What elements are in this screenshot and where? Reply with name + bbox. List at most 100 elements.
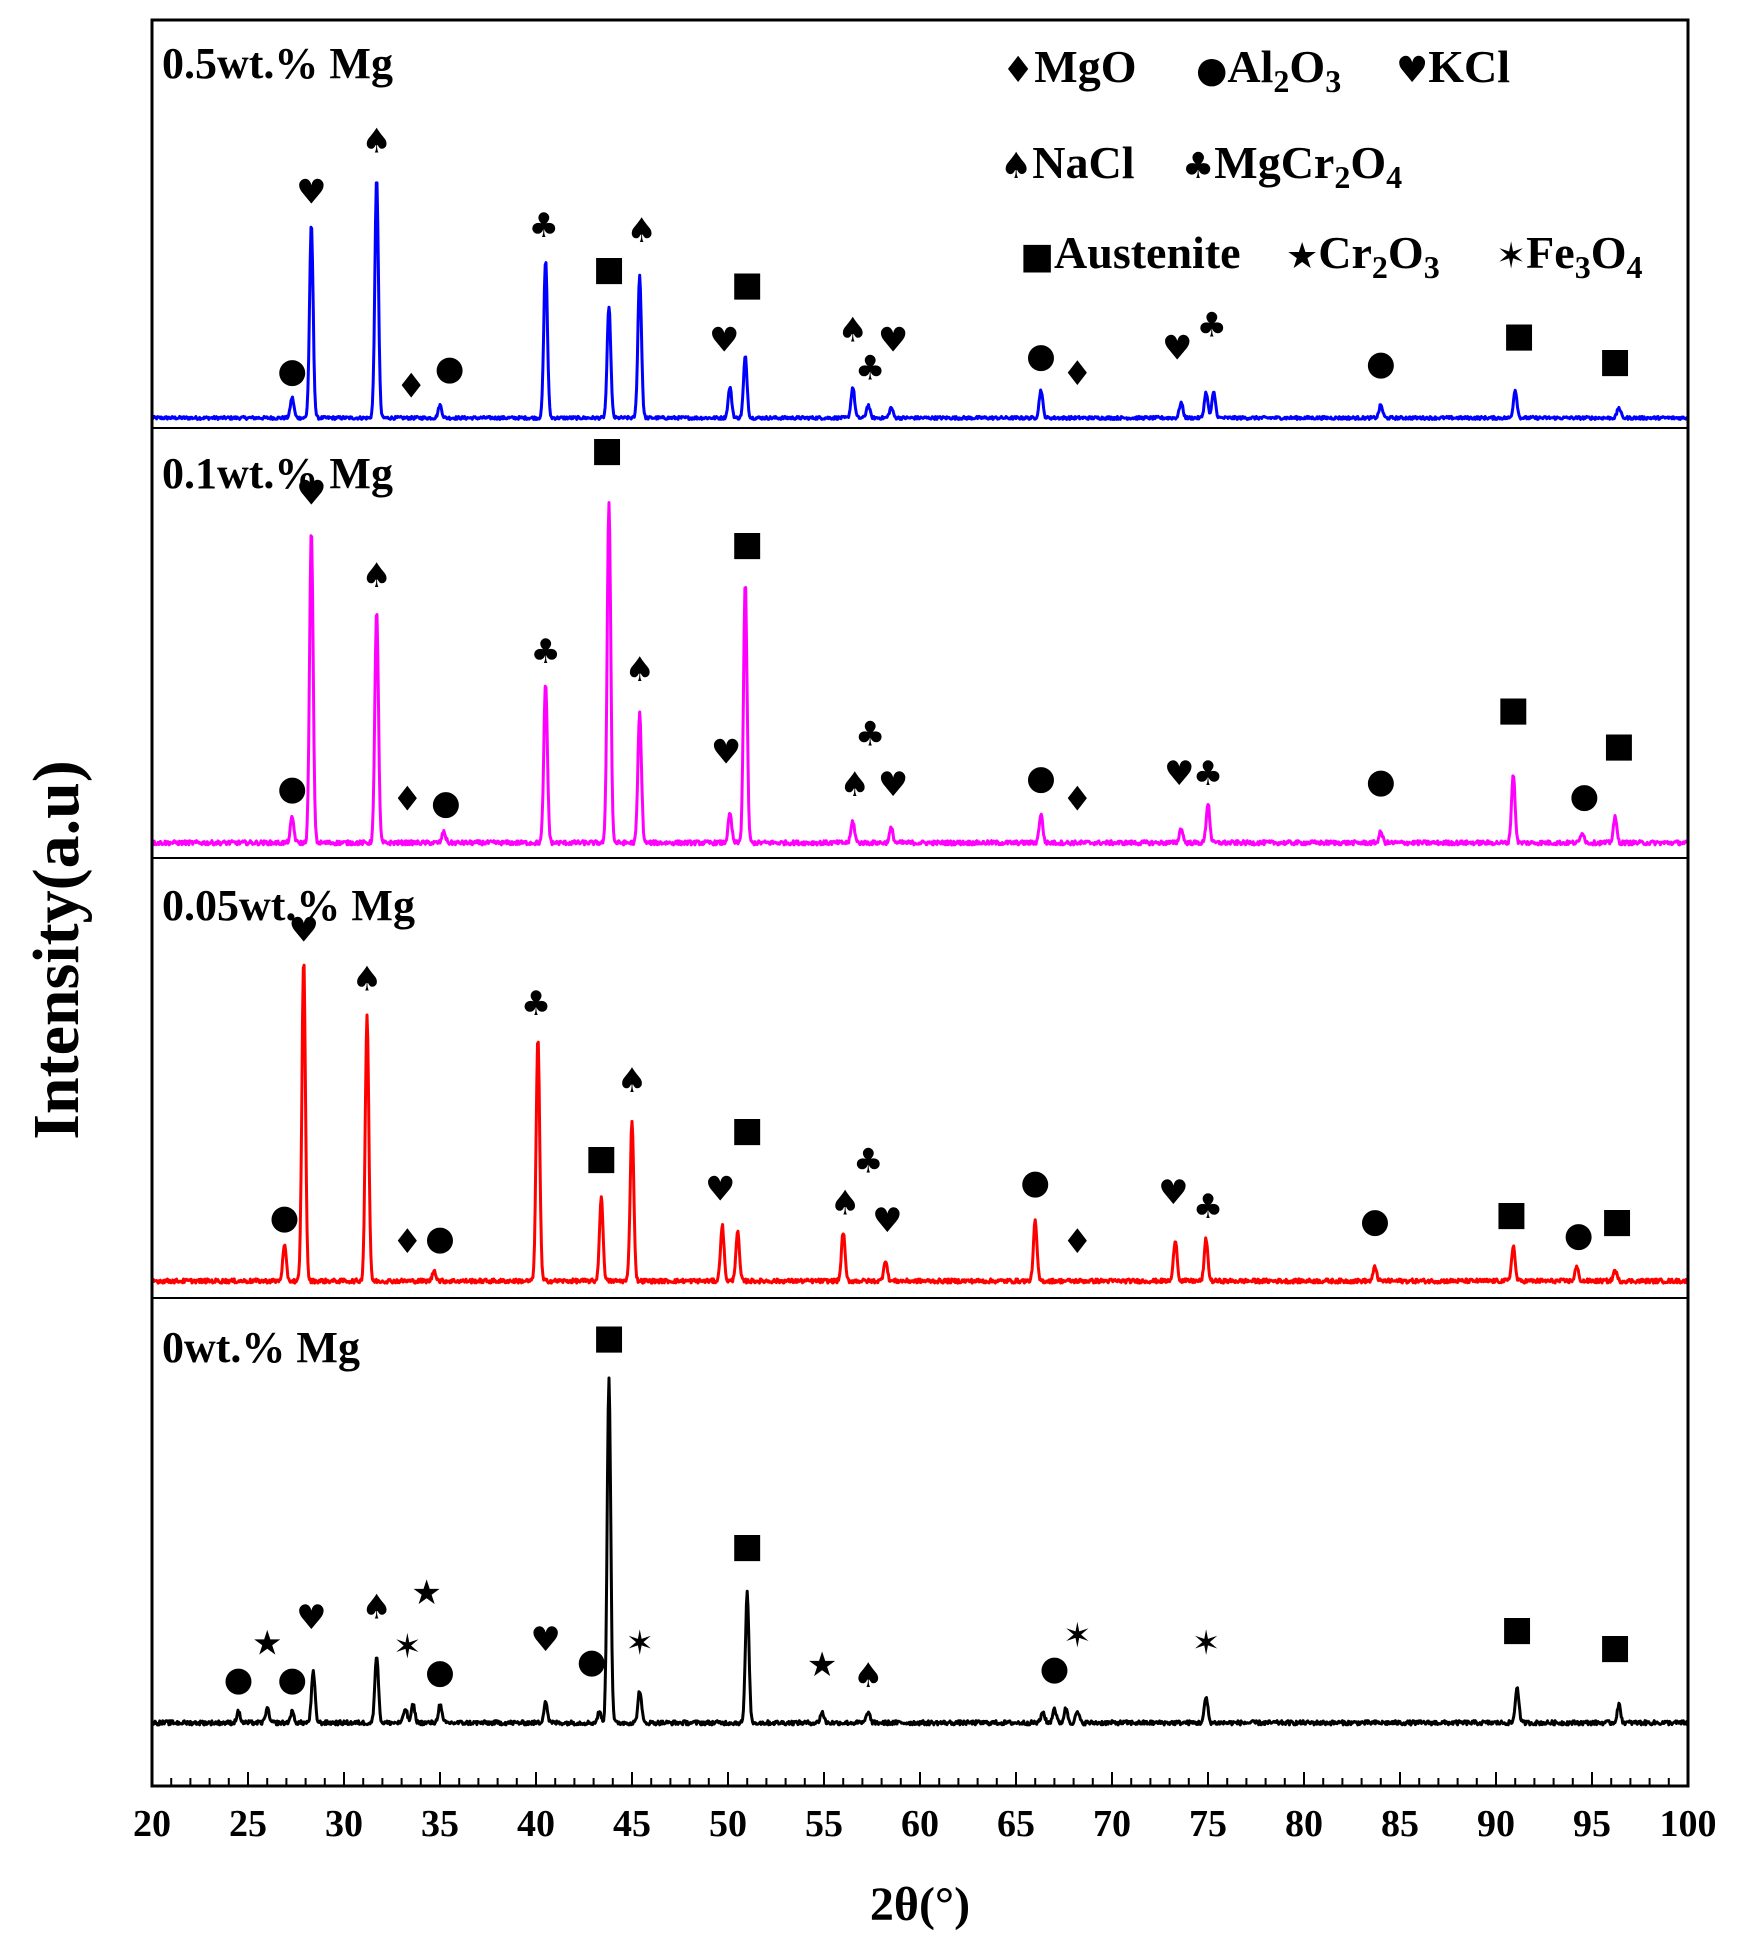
peak-marker: ♦ bbox=[392, 779, 422, 819]
peak-marker: ✶ bbox=[625, 1623, 654, 1663]
legend-subscript: 3 bbox=[1325, 63, 1341, 99]
x-tick-label: 40 bbox=[517, 1803, 555, 1845]
peak-marker: ♠ bbox=[853, 1656, 883, 1696]
legend-label-mid: O bbox=[1591, 227, 1627, 278]
peak-marker: ■ bbox=[731, 265, 763, 305]
legend-label: MgO bbox=[1034, 41, 1136, 92]
peak-marker: ♠ bbox=[839, 765, 869, 805]
legend-entry: ★Cr2O3 bbox=[1286, 227, 1440, 285]
legend-subscript: 3 bbox=[1575, 249, 1591, 285]
peak-marker: ■ bbox=[1503, 316, 1535, 356]
peak-marker: ● bbox=[277, 769, 307, 809]
peak-marker: ★ bbox=[252, 1623, 282, 1663]
legend-label-mid: O bbox=[1350, 137, 1386, 188]
peak-marker: ● bbox=[1366, 344, 1396, 384]
peak-marker: ● bbox=[577, 1641, 607, 1681]
legend-symbol: ♠ bbox=[1000, 146, 1032, 187]
peak-marker: ♠ bbox=[361, 556, 391, 596]
legend-subscript: 2 bbox=[1372, 249, 1388, 285]
peak-marker: ♥ bbox=[705, 1170, 735, 1210]
peak-marker: ● bbox=[425, 1219, 455, 1259]
peak-marker: ✶ bbox=[1063, 1616, 1092, 1656]
legend-entry: ●Al2O3 bbox=[1196, 41, 1341, 99]
x-tick-label: 75 bbox=[1189, 1803, 1227, 1845]
peak-marker: ● bbox=[277, 351, 307, 391]
series-line-1 bbox=[151, 501, 1690, 847]
peak-marker: ● bbox=[435, 349, 465, 389]
legend-subscript: 2 bbox=[1334, 159, 1350, 195]
peak-marker: ♥ bbox=[530, 1620, 560, 1660]
legend-entry: ♣MgCr2O4 bbox=[1182, 137, 1402, 195]
peak-marker: ♣ bbox=[853, 1142, 883, 1182]
x-tick-label: 45 bbox=[613, 1803, 651, 1845]
peak-marker: ■ bbox=[591, 430, 623, 470]
peak-marker: ✶ bbox=[393, 1627, 422, 1667]
peak-marker: ♣ bbox=[530, 632, 560, 672]
peak-marker: ♣ bbox=[521, 984, 551, 1024]
legend-subscript: 2 bbox=[1273, 63, 1289, 99]
peak-marker: ♠ bbox=[626, 211, 656, 251]
peak-marker: ♠ bbox=[361, 1587, 391, 1627]
legend-symbol: ● bbox=[1196, 50, 1227, 91]
x-axis: 20 25 30 35 40 45 50 55 60 65 70 75 80 85 90 95 100 bbox=[133, 1772, 1717, 1845]
peak-marker: ● bbox=[1360, 1201, 1390, 1241]
peak-marker: ♣ bbox=[1193, 754, 1223, 794]
series-label-1: 0.1wt.% Mg bbox=[162, 449, 393, 498]
peak-marker: ● bbox=[1026, 758, 1056, 798]
peak-marker: ● bbox=[1026, 336, 1056, 376]
peak-marker: ♦ bbox=[392, 1222, 422, 1262]
peak-marker: ♥ bbox=[288, 911, 318, 951]
peak-marker: ■ bbox=[731, 524, 763, 564]
series-label-0: 0.5wt.% Mg bbox=[162, 39, 393, 88]
legend-symbol: ★ bbox=[1286, 236, 1318, 277]
peak-marker: ♣ bbox=[1197, 305, 1227, 345]
peak-marker: ■ bbox=[1495, 1194, 1527, 1234]
peak-marker: ● bbox=[1020, 1163, 1050, 1203]
peak-marker: ■ bbox=[1599, 1627, 1631, 1667]
peak-marker: ● bbox=[1366, 761, 1396, 801]
legend-symbol: ♥ bbox=[1396, 50, 1428, 91]
peak-marker: ■ bbox=[1599, 341, 1631, 381]
peak-marker: ● bbox=[1569, 776, 1599, 816]
peak-marker: ■ bbox=[731, 1110, 763, 1150]
peak-markers: ●♥♠♦ ●♣■♠♥■♠♣♥ ● ♦♥♣●■■●♥♠♦ ●♣■♠♥■♠♣♥ ●♦♥♣ ●■●… bbox=[224, 122, 1635, 1700]
legend-label: Fe bbox=[1526, 227, 1575, 278]
legend-subscript: 3 bbox=[1424, 249, 1440, 285]
x-tick-label: 35 bbox=[421, 1803, 459, 1845]
series-line-3 bbox=[150, 1376, 1690, 1727]
legend-label: MgCr bbox=[1214, 137, 1334, 188]
peak-marker: ● bbox=[1564, 1215, 1594, 1255]
peak-marker: ■ bbox=[1501, 1609, 1533, 1649]
peak-marker: ★ bbox=[807, 1645, 837, 1685]
peak-marker: ♠ bbox=[352, 960, 382, 1000]
peak-marker: ■ bbox=[731, 1526, 763, 1566]
peak-marker: ♦ bbox=[396, 367, 426, 407]
legend-entry: ♠NaCl bbox=[1000, 137, 1135, 188]
x-axis-label: 2θ(°) bbox=[870, 1878, 970, 1931]
peak-marker: ● bbox=[431, 783, 461, 823]
peak-marker: ♠ bbox=[838, 310, 868, 350]
peak-marker: ♠ bbox=[624, 650, 654, 690]
peak-marker: ♥ bbox=[296, 173, 326, 213]
peak-marker: ♦ bbox=[1062, 1222, 1092, 1262]
x-tick-label: 65 bbox=[997, 1803, 1035, 1845]
peak-marker: ■ bbox=[585, 1138, 617, 1178]
legend-symbol: ♦ bbox=[1002, 50, 1034, 91]
legend-label: Al bbox=[1227, 41, 1273, 92]
peak-marker: ■ bbox=[593, 249, 625, 289]
legend-label-mid: O bbox=[1289, 41, 1325, 92]
plot-panels bbox=[152, 427, 1688, 1299]
peak-marker: ♣ bbox=[855, 715, 885, 755]
series-label-3: 0wt.% Mg bbox=[162, 1323, 360, 1372]
peak-marker: ♥ bbox=[872, 1201, 902, 1241]
legend-label-mid: O bbox=[1388, 227, 1424, 278]
peak-marker: ♣ bbox=[1193, 1187, 1223, 1227]
legend-symbol: ♣ bbox=[1182, 146, 1214, 187]
peak-marker: ♠ bbox=[361, 122, 391, 162]
peak-marker: ● bbox=[277, 1659, 307, 1699]
series-line-2 bbox=[150, 963, 1690, 1285]
peak-marker: ♦ bbox=[1062, 779, 1092, 819]
peak-marker: ♥ bbox=[878, 321, 908, 361]
peak-marker: ♠ bbox=[830, 1184, 860, 1224]
